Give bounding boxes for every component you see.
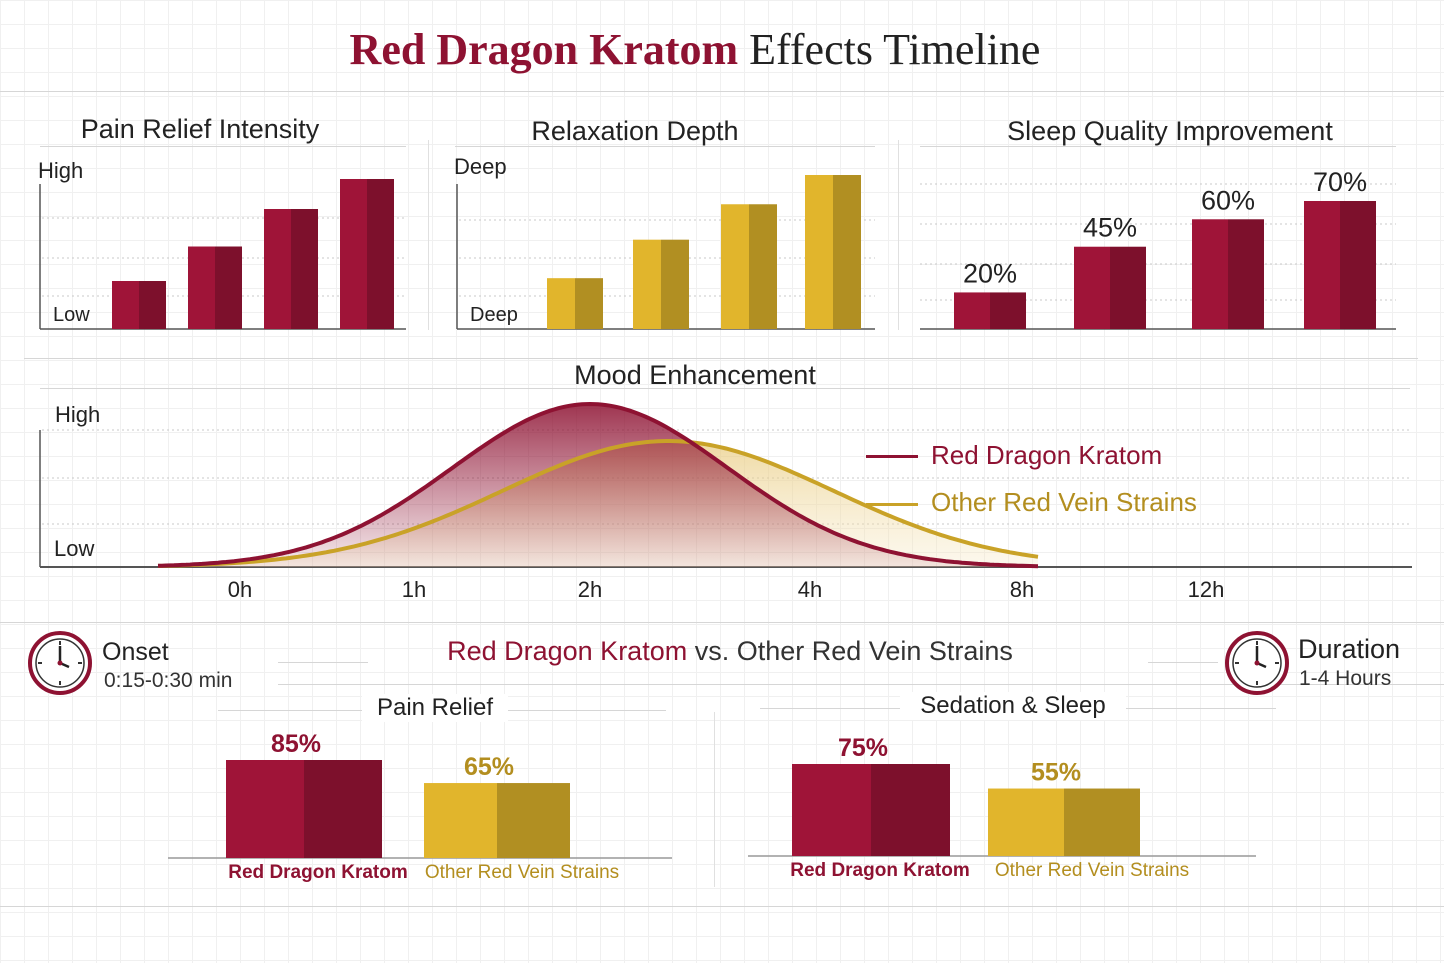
series-line-red-dragon [157, 401, 1039, 569]
bar [340, 179, 394, 329]
data-label: 70% [1313, 167, 1367, 197]
page-title: Red Dragon Kratom Effects Timeline [0, 24, 1390, 75]
panel-divider [428, 140, 429, 330]
panel2-y-top: Deep [454, 154, 507, 179]
legend-swatch-other [866, 503, 918, 506]
series-line-other [158, 439, 1039, 568]
duration-value: 1-4 Hours [1299, 667, 1392, 690]
bar [226, 760, 382, 858]
onset-value: 0:15-0:30 min [104, 669, 233, 692]
bar [721, 204, 777, 329]
bar [633, 239, 689, 329]
data-label: 55% [1031, 759, 1081, 787]
data-label: 85% [271, 730, 321, 758]
title-rest: Effects Timeline [749, 25, 1041, 74]
comparison-title: Red Dragon Kratom vs. Other Red Vein Str… [380, 636, 1080, 667]
panel1-y-low: Low [53, 304, 90, 326]
mood-y-high: High [55, 402, 101, 427]
panel1-title-line [40, 146, 406, 147]
comparison-divider [714, 712, 715, 887]
panel3-title-line [920, 146, 1396, 147]
bar [1304, 201, 1376, 329]
x-tick-label: 1h [402, 577, 426, 602]
duration-label: Duration [1298, 634, 1401, 664]
panel-divider [898, 140, 899, 330]
relaxation-depth-chart [456, 175, 875, 330]
pain-cat-other: Other Red Vein Strains [424, 862, 620, 883]
x-tick-label: 12h [1188, 577, 1225, 602]
comparison-rest: vs. Other Red Vein Strains [694, 636, 1013, 666]
duration-line [1148, 662, 1218, 663]
bar [264, 209, 318, 329]
comparison-underline [278, 684, 1444, 685]
mood-y-low: Low [54, 536, 95, 561]
sedation-cat-other: Other Red Vein Strains [994, 860, 1190, 881]
clock-icon [1225, 631, 1289, 695]
bar [988, 788, 1140, 856]
bar [954, 292, 1026, 329]
bar [188, 246, 242, 329]
legend-swatch-red-dragon [866, 455, 918, 458]
mood-title-line [40, 388, 1410, 389]
sleep-quality-title: Sleep Quality Improvement [1007, 116, 1333, 146]
sedation-cat-red-dragon: Red Dragon Kratom [790, 860, 970, 881]
legend-red-dragon: Red Dragon Kratom [931, 440, 1163, 470]
x-tick-label: 4h [798, 577, 822, 602]
sedation-sleep-comparison-chart: 75% 55% [748, 734, 1256, 857]
relaxation-depth-title: Relaxation Depth [531, 116, 739, 146]
section-divider [0, 622, 1444, 623]
data-label: 65% [464, 753, 514, 781]
sedation-sleep-cmp-title: Sedation & Sleep [900, 692, 1126, 720]
x-tick-label: 2h [578, 577, 602, 602]
bar [1074, 246, 1146, 329]
bar [792, 764, 950, 856]
x-tick-label: 0h [228, 577, 252, 602]
bar [112, 281, 166, 329]
panel2-title-line [455, 146, 875, 147]
data-label: 20% [963, 258, 1017, 288]
section-divider [24, 358, 1418, 359]
bar [424, 783, 570, 858]
pain-relief-intensity-chart [39, 179, 406, 330]
comparison-accent: Red Dragon Kratom [447, 636, 688, 666]
sleep-quality-chart: 20% 45% 60% 70% [920, 167, 1396, 330]
panel2-y-bottom: Deep [470, 304, 518, 326]
mood-enhancement-chart: 0h 1h 2h 4h 8h 12h [39, 401, 1412, 602]
panel1-y-high: High [38, 158, 84, 183]
mood-enhancement-title: Mood Enhancement [574, 360, 816, 390]
x-tick-label: 8h [1010, 577, 1034, 602]
pain-cat-red-dragon: Red Dragon Kratom [228, 862, 408, 883]
pain-relief-comparison-chart: 85% 65% [168, 730, 672, 859]
onset-line [278, 662, 368, 663]
legend-other-red-vein: Other Red Vein Strains [931, 487, 1197, 517]
data-label: 45% [1083, 213, 1137, 243]
pain-relief-intensity-title: Pain Relief Intensity [80, 114, 320, 144]
title-accent: Red Dragon Kratom [349, 25, 739, 74]
bar [1192, 219, 1264, 329]
bar [547, 278, 603, 329]
pain-relief-cmp-title: Pain Relief [362, 694, 508, 722]
footer-divider [0, 906, 1444, 907]
bar [805, 175, 861, 329]
onset-label: Onset [102, 638, 169, 666]
clock-icon [28, 631, 92, 695]
title-divider [0, 91, 1444, 92]
data-label: 75% [838, 734, 888, 762]
data-label: 60% [1201, 185, 1255, 215]
